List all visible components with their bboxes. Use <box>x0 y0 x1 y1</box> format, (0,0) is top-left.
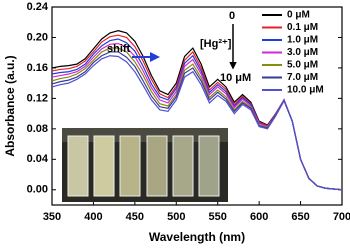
y-tick-label: 0.00 <box>27 184 48 196</box>
annotation: 0 <box>229 10 235 22</box>
y-axis-label: Absorbance (a.u.) <box>3 55 17 156</box>
x-tick-label: 500 <box>167 211 185 223</box>
legend-label: 7.0 μM <box>287 72 318 83</box>
x-tick-label: 600 <box>250 211 268 223</box>
series-line <box>51 55 343 191</box>
y-tick-label: 0.08 <box>27 123 48 135</box>
x-axis-label: Wavelength (nm) <box>149 230 245 244</box>
x-tick-label: 550 <box>209 211 227 223</box>
annotation: [Hg²⁺] <box>200 38 232 50</box>
legend-label: 0.1 μM <box>287 22 318 33</box>
plot-area <box>51 6 343 206</box>
legend-label: 1.0 μM <box>287 35 318 46</box>
legend-label: 3.0 μM <box>287 47 318 58</box>
x-tick-label: 400 <box>84 211 102 223</box>
plot-frame <box>51 6 343 206</box>
inset-photo <box>62 128 228 202</box>
x-tick-label: 650 <box>291 211 309 223</box>
x-tick-label: 450 <box>126 211 144 223</box>
x-tick-label: 700 <box>333 211 350 223</box>
annotation: shift <box>107 43 131 55</box>
legend-label: 10.0 μM <box>287 85 324 96</box>
legend-label: 0 μM <box>287 10 310 21</box>
x-tick-label: 350 <box>43 211 61 223</box>
annotation: 10 μM <box>220 72 251 84</box>
legend-label: 5.0 μM <box>287 60 318 71</box>
y-tick-label: 0.04 <box>27 153 49 165</box>
y-tick-label: 0.24 <box>27 1 49 13</box>
y-tick-label: 0.20 <box>27 31 48 43</box>
y-tick-label: 0.12 <box>27 92 48 104</box>
y-tick-label: 0.16 <box>27 62 48 74</box>
